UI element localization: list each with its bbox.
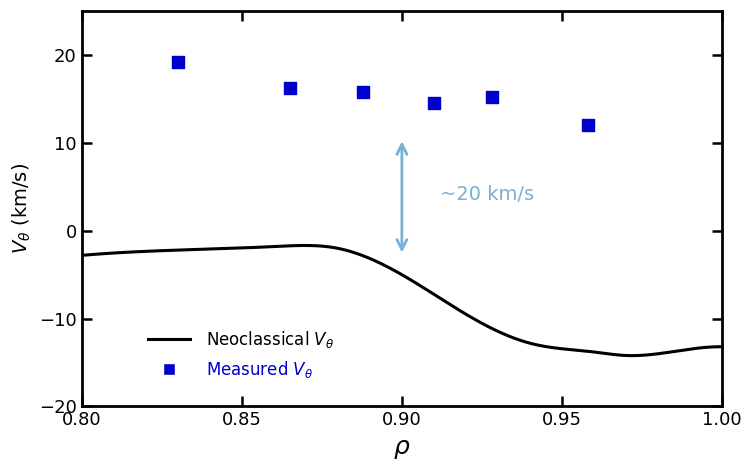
Point [486,94,498,101]
Point [358,88,370,96]
Point [581,122,593,129]
X-axis label: ρ: ρ [394,435,410,459]
Y-axis label: $V_{\theta}$ (km/s): $V_{\theta}$ (km/s) [11,163,33,254]
Text: ~20 km/s: ~20 km/s [441,185,535,204]
Legend: Neoclassical $V_{\theta}$, Measured $V_{\theta}$: Neoclassical $V_{\theta}$, Measured $V_{… [142,322,341,386]
Point [284,84,296,91]
Point [428,100,440,107]
Point [172,58,184,66]
